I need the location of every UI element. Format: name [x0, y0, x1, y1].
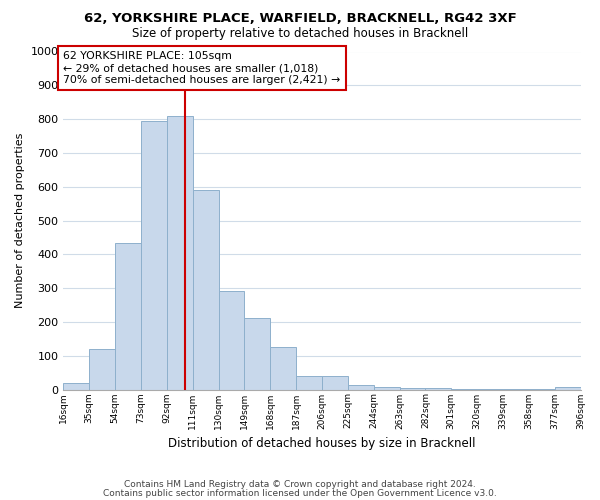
Text: Contains public sector information licensed under the Open Government Licence v3: Contains public sector information licen… [103, 488, 497, 498]
Bar [64, 384, 89, 390]
Bar [244, 318, 270, 390]
Bar [400, 388, 425, 390]
Bar [89, 349, 115, 390]
Bar [115, 243, 141, 390]
Bar [451, 389, 477, 390]
Text: 62 YORKSHIRE PLACE: 105sqm
← 29% of detached houses are smaller (1,018)
70% of s: 62 YORKSHIRE PLACE: 105sqm ← 29% of deta… [64, 52, 341, 84]
Bar [322, 376, 348, 390]
Bar [218, 292, 244, 390]
Y-axis label: Number of detached properties: Number of detached properties [15, 133, 25, 308]
Text: Contains HM Land Registry data © Crown copyright and database right 2024.: Contains HM Land Registry data © Crown c… [124, 480, 476, 489]
Text: 62, YORKSHIRE PLACE, WARFIELD, BRACKNELL, RG42 3XF: 62, YORKSHIRE PLACE, WARFIELD, BRACKNELL… [83, 12, 517, 26]
Bar [167, 116, 193, 390]
Bar [141, 122, 167, 390]
Bar [270, 348, 296, 390]
Bar [554, 387, 581, 390]
Bar [193, 190, 218, 390]
Bar [348, 386, 374, 390]
Bar [296, 376, 322, 390]
Text: Size of property relative to detached houses in Bracknell: Size of property relative to detached ho… [132, 28, 468, 40]
Bar [374, 387, 400, 390]
X-axis label: Distribution of detached houses by size in Bracknell: Distribution of detached houses by size … [168, 437, 476, 450]
Bar [425, 388, 451, 390]
